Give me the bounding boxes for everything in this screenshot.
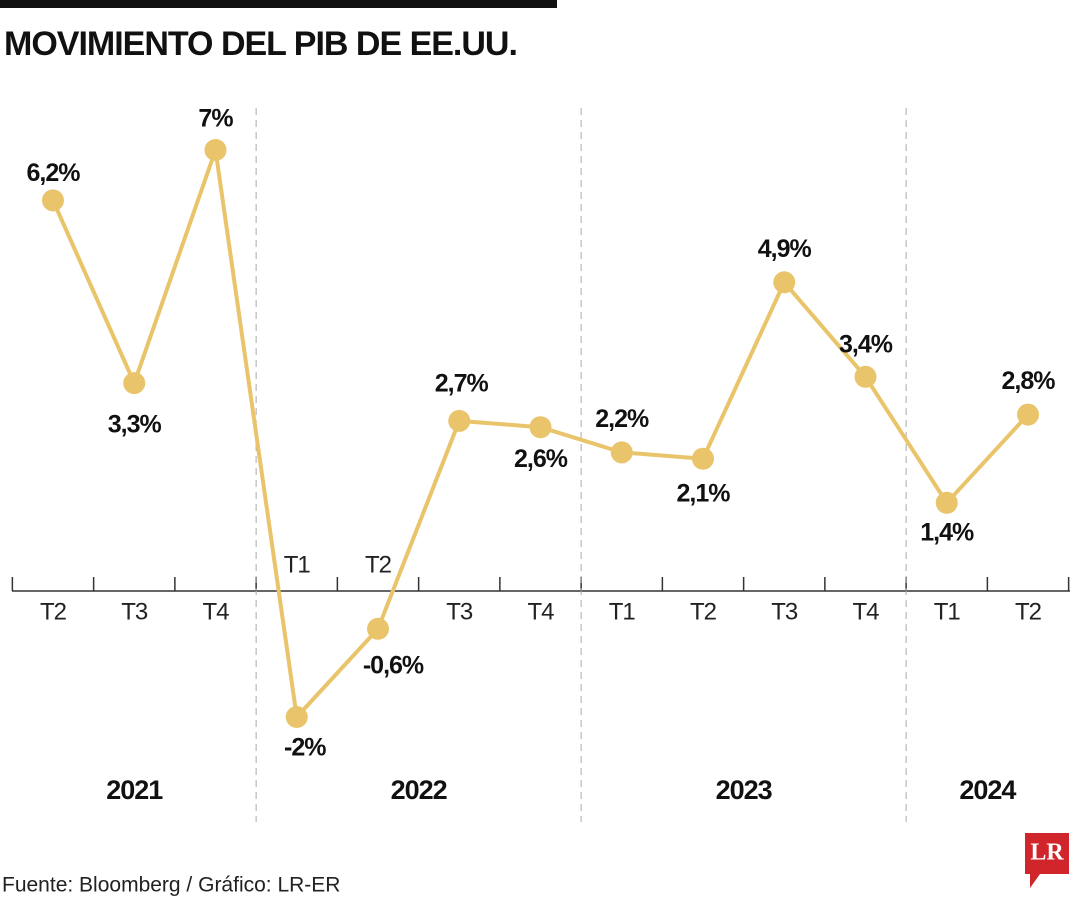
point	[529, 416, 552, 439]
data-label: -0,6%	[363, 651, 424, 679]
logo: LR	[1025, 833, 1069, 888]
data-label: 6,2%	[27, 159, 81, 187]
year-label: 2024	[959, 775, 1016, 805]
point	[1017, 403, 1039, 426]
year-label: 2022	[391, 775, 447, 805]
x-tick-label: T1	[934, 598, 961, 625]
x-tick-label: T2	[40, 598, 67, 625]
x-tick-label: T2	[365, 551, 392, 578]
point	[610, 441, 633, 464]
x-tick-label: T3	[771, 598, 798, 625]
data-label: 1,4%	[920, 518, 974, 546]
data-label: 3,3%	[108, 411, 162, 439]
chart-title: MOVIMIENTO DEL PIB DE EE.UU.	[4, 25, 517, 63]
point	[692, 447, 714, 470]
source: Fuente: Bloomberg / Gráfico: LR-ER	[2, 874, 340, 897]
data-label: -2%	[284, 734, 326, 762]
year-label: 2021	[106, 775, 163, 805]
x-tick-label: T4	[202, 598, 229, 625]
x-tick-label: T3	[446, 598, 473, 625]
point	[123, 372, 146, 395]
data-label: 7%	[198, 105, 233, 133]
logo-shape	[1025, 833, 1069, 888]
x-tick-label: T2	[1015, 598, 1042, 625]
point	[448, 409, 471, 432]
data-label: 2,6%	[514, 445, 568, 473]
x-tick-label: T1	[284, 551, 311, 578]
point	[42, 189, 64, 212]
point	[285, 706, 308, 728]
data-label: 2,1%	[677, 479, 731, 507]
logo-text: LR	[1030, 840, 1064, 866]
data-label: 3,4%	[839, 330, 893, 358]
x-tick-label: T3	[121, 598, 148, 625]
x-tick-label: T4	[852, 598, 879, 625]
point	[854, 365, 877, 388]
data-label: 2,7%	[435, 370, 489, 398]
year-label: 2023	[716, 775, 773, 805]
data-label: 4,9%	[758, 235, 812, 263]
point	[367, 617, 389, 640]
x-tick-label: T2	[690, 598, 717, 625]
point	[773, 271, 796, 294]
data-label: 2,2%	[595, 405, 649, 433]
data-label: 2,8%	[1002, 367, 1056, 395]
point	[204, 139, 227, 161]
top-bar	[0, 0, 557, 8]
x-tick-label: T1	[609, 598, 636, 625]
point	[935, 491, 958, 514]
x-tick-label: T4	[527, 598, 554, 625]
